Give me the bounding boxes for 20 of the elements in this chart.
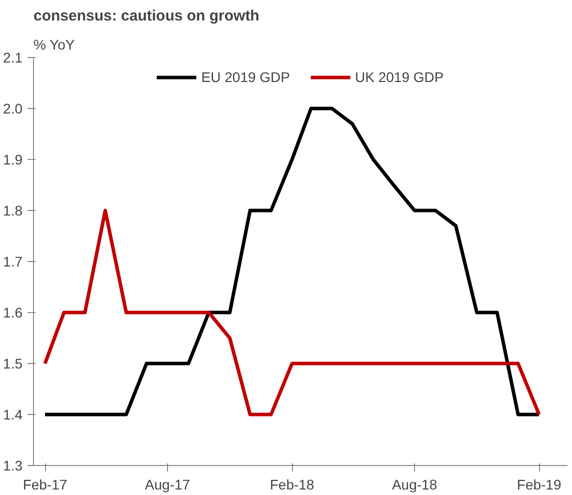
line-series: [43, 208, 541, 416]
y-tick-label: 2.0: [3, 100, 23, 116]
chart-title: consensus: cautious on growth: [34, 8, 260, 24]
x-tick-label: Feb-19: [516, 476, 562, 492]
y-tick-label: 1.3: [3, 458, 23, 474]
x-tick-label: Feb-18: [270, 476, 314, 492]
y-tick-label: 2.1: [3, 50, 23, 66]
x-tick-label: Feb-17: [22, 476, 68, 492]
y-axis-title: % YoY: [34, 36, 76, 52]
legend-label: EU 2019 GDP: [201, 69, 290, 85]
x-tick-label: Aug-17: [144, 476, 190, 492]
y-tick-label: 1.7: [3, 254, 23, 270]
y-tick-label: 1.4: [3, 406, 23, 422]
y-tick-label: 1.9: [3, 152, 23, 168]
y-tick-label: 1.6: [3, 304, 23, 320]
y-tick-label: 1.5: [3, 356, 23, 372]
legend-label: UK 2019 GDP: [355, 69, 444, 85]
line-series: [43, 106, 541, 416]
x-tick-label: Aug-18: [392, 476, 438, 492]
y-tick-label: 1.8: [3, 202, 23, 218]
